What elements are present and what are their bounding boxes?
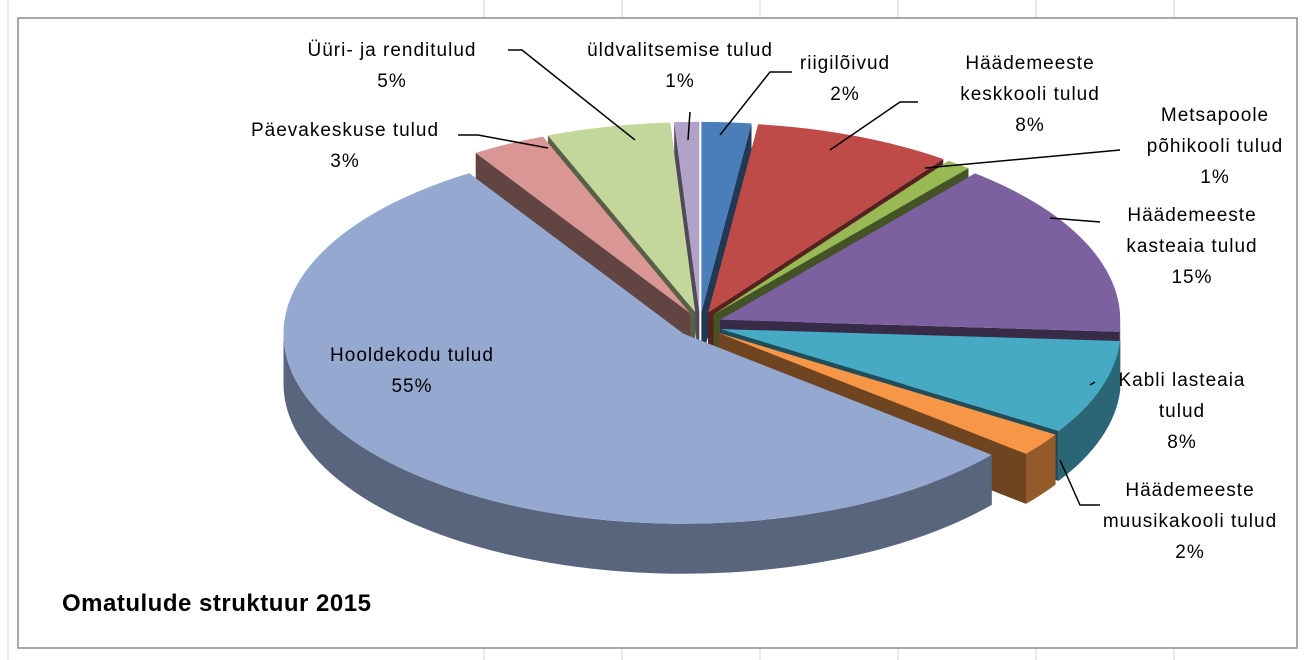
percent-label: 55% (391, 376, 433, 397)
percent-label: 3% (330, 151, 360, 172)
data-label: Kabli lasteaia tulud 8% (1107, 365, 1257, 458)
data-label: Häädemeeste muusikakooli tulud 2% (1085, 475, 1295, 568)
percent-label: 8% (1015, 115, 1045, 136)
pie (283, 121, 1121, 574)
slice (674, 121, 700, 312)
chart-title: Omatulude struktuur 2015 (62, 590, 372, 617)
percent-label: 2% (1175, 542, 1205, 563)
category-label: Kabli lasteaia tulud (1118, 370, 1246, 422)
data-label: Häädemeeste keskkooli tulud 8% (930, 48, 1130, 141)
slice (475, 136, 691, 314)
percent-label: 1% (1200, 167, 1230, 188)
category-label: üldvalitsemise tulud (587, 40, 773, 61)
percent-label: 5% (377, 71, 407, 92)
slice (547, 122, 696, 313)
category-label: Hooldekodu tulud (330, 345, 494, 366)
percent-label: 8% (1167, 432, 1197, 453)
category-label: Metsapoole põhikooli tulud (1146, 105, 1284, 157)
leader-lines (458, 49, 1121, 506)
category-label: Üüri- ja renditulud (307, 40, 477, 61)
data-label: riigilõivud 2% (745, 48, 945, 110)
data-label: üldvalitsemise tulud 1% (550, 35, 810, 97)
category-label: riigilõivud (799, 53, 891, 74)
category-label: Häädemeeste muusikakooli tulud (1102, 480, 1278, 532)
percent-label: 1% (665, 71, 695, 92)
slice-side (1026, 434, 1056, 504)
slice (717, 332, 1056, 454)
data-label: Üüri- ja renditulud 5% (262, 35, 522, 97)
data-label: Metsapoole põhikooli tulud 1% (1120, 100, 1307, 193)
category-label: Häädemeeste kasteaia tulud (1126, 205, 1258, 257)
data-label: Päevakeskuse tulud 3% (215, 115, 475, 177)
category-label: Päevakeskuse tulud (250, 120, 440, 141)
slice (283, 173, 992, 524)
category-label: Häädemeeste keskkooli tulud (960, 53, 1100, 105)
slice (720, 173, 1121, 332)
slice (701, 121, 752, 312)
data-label: Hooldekodu tulud 55% (312, 340, 512, 402)
slice (708, 124, 944, 313)
slice-side (283, 333, 992, 574)
slice-side (1058, 341, 1121, 481)
slice (720, 329, 1121, 431)
slice (713, 160, 969, 315)
percent-label: 15% (1171, 267, 1213, 288)
data-label: Häädemeeste kasteaia tulud 15% (1092, 200, 1292, 293)
percent-label: 2% (830, 84, 860, 105)
